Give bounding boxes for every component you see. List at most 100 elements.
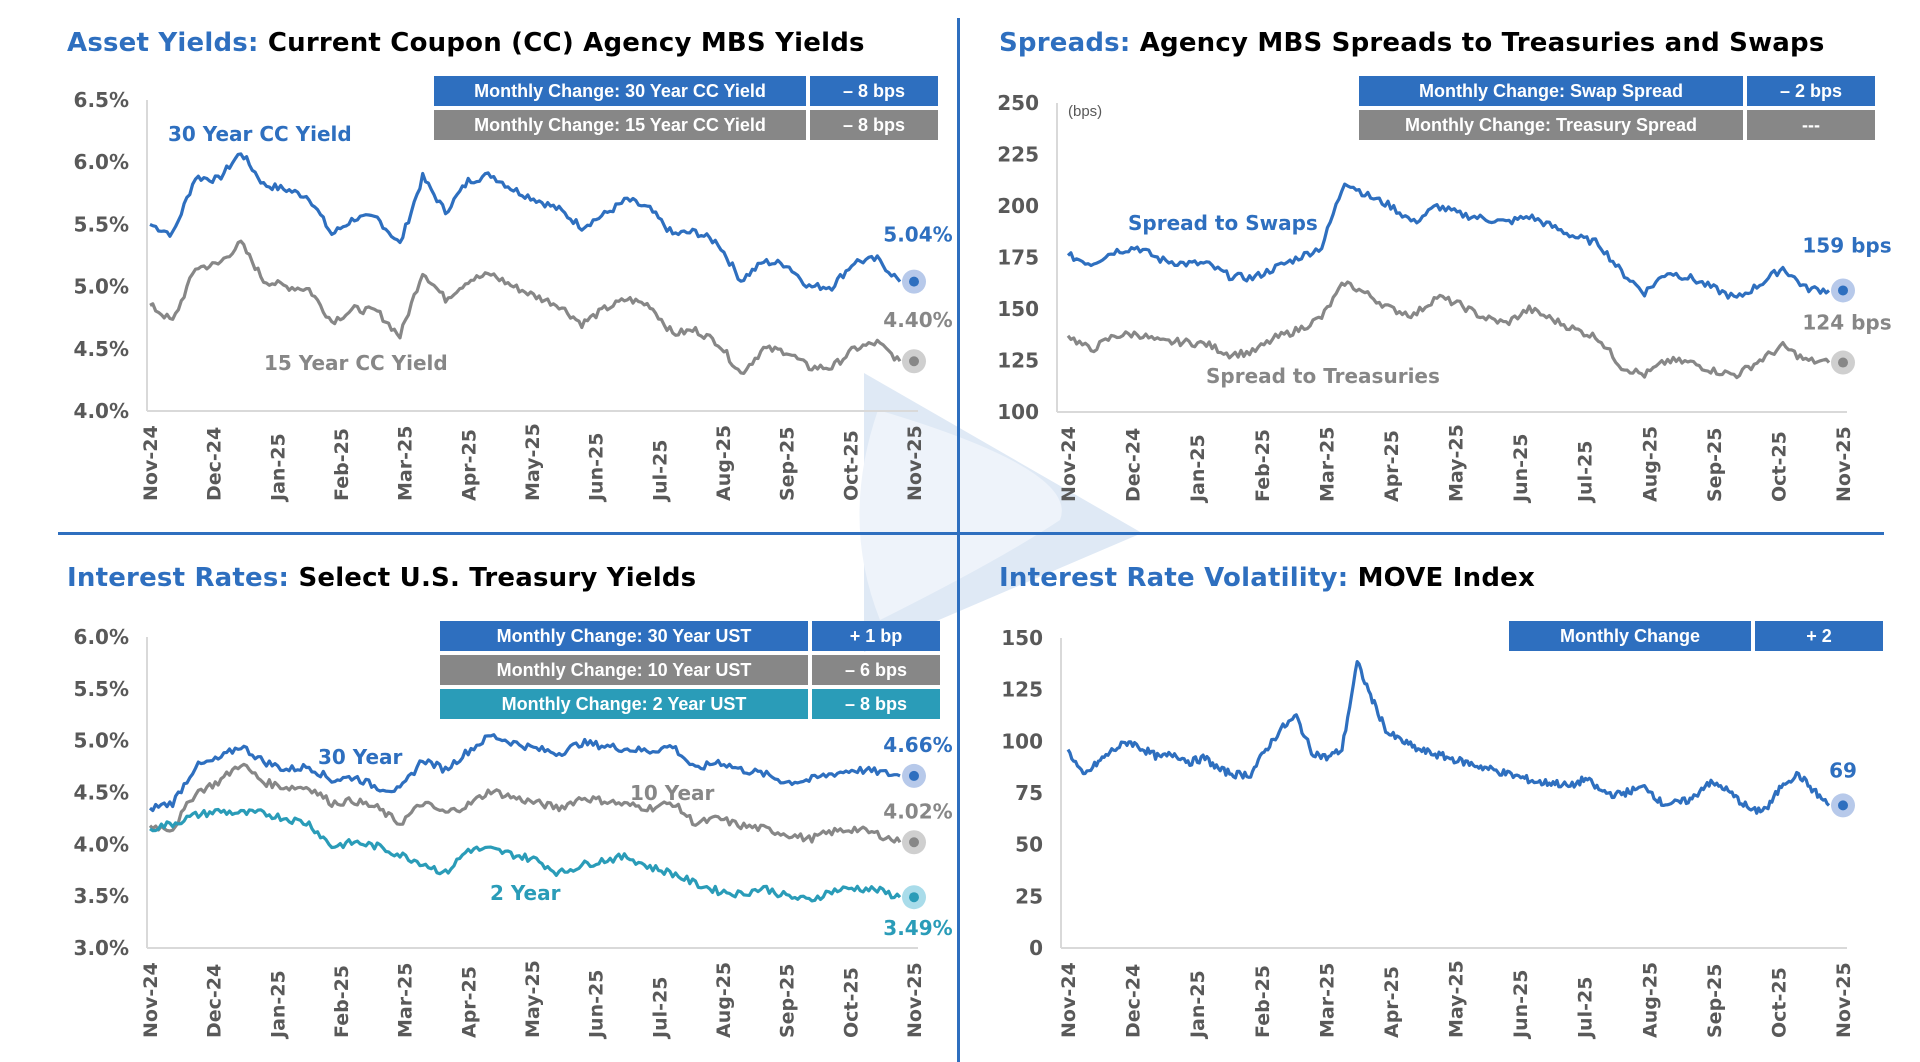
end-point-marker [909, 837, 919, 848]
series-line-30-year-cc-yield [149, 152, 902, 292]
change-label: Monthly Change: Treasury Spread [1359, 110, 1743, 140]
change-label: Monthly Change: 10 Year UST [440, 655, 808, 685]
x-tick-label: Nov-25 [1833, 426, 1855, 502]
series-label: Spread to Swaps [1128, 211, 1318, 235]
x-tick-label: Dec-24 [1123, 428, 1145, 502]
y-tick-label: 4.0% [74, 399, 129, 423]
x-tick-label: Jun-25 [1510, 970, 1532, 1040]
y-tick-label: 5.0% [74, 729, 129, 753]
end-value-label: 5.04% [883, 223, 952, 247]
y-tick-label: 6.5% [74, 88, 129, 112]
y-tick-label: 100 [1001, 729, 1043, 753]
x-tick-label: Jul-25 [1575, 441, 1597, 504]
x-tick-label: Sep-25 [1704, 428, 1726, 503]
spreads-title: Spreads: Agency MBS Spreads to Treasurie… [999, 28, 1825, 58]
x-tick-label: May-25 [522, 960, 544, 1038]
change-label: Monthly Change: Swap Spread [1359, 76, 1743, 106]
y-tick-label: 5.5% [74, 677, 129, 701]
x-tick-label: Mar-25 [1316, 963, 1338, 1038]
x-tick-label: Nov-25 [1833, 962, 1855, 1038]
change-value: – 2 bps [1747, 76, 1875, 106]
series-line-move-index [1066, 659, 1831, 815]
y-tick-label: 3.5% [74, 884, 129, 908]
x-tick-label: Mar-25 [395, 963, 417, 1038]
y-tick-label: 5.5% [74, 212, 129, 236]
series-label: 15 Year CC Yield [264, 351, 448, 375]
y-tick-label: 0 [1029, 936, 1043, 960]
x-tick-label: Jan-25 [1187, 970, 1209, 1040]
table-row: Monthly Change: 15 Year CC Yield – 8 bps [434, 110, 938, 140]
change-value: – 6 bps [812, 655, 940, 685]
x-tick-label: Nov-24 [1058, 426, 1080, 502]
x-tick-label: Jul-25 [1575, 977, 1597, 1040]
series-label: 2 Year [490, 881, 561, 905]
title-accent: Spreads: [999, 28, 1131, 58]
horizontal-divider [58, 532, 1884, 535]
table-row: Monthly Change: 30 Year UST + 1 bp [440, 621, 940, 651]
x-tick-label: Aug-25 [713, 962, 735, 1038]
x-tick-label: Oct-25 [840, 967, 862, 1038]
end-value-label: 4.40% [883, 308, 952, 332]
spreads-change-table: Monthly Change: Swap Spread – 2 bps Month… [1355, 72, 1879, 144]
x-tick-label: Feb-25 [331, 965, 353, 1038]
x-tick-label: Apr-25 [1381, 966, 1403, 1038]
x-tick-label: Dec-24 [204, 964, 226, 1038]
table-row: Monthly Change: 30 Year CC Yield – 8 bps [434, 76, 938, 106]
x-tick-label: Apr-25 [458, 429, 480, 501]
interest-rates-title: Interest Rates: Select U.S. Treasury Yie… [67, 563, 696, 593]
title-rest: MOVE Index [1357, 563, 1535, 593]
end-point-marker [1838, 285, 1848, 296]
x-tick-label: Nov-24 [140, 425, 162, 501]
y-tick-label: 150 [997, 297, 1039, 321]
x-tick-label: Jan-25 [267, 433, 289, 503]
y-tick-label: 4.5% [74, 781, 129, 805]
x-tick-label: Oct-25 [1768, 967, 1790, 1038]
x-tick-label: Jan-25 [267, 970, 289, 1040]
title-rest: Current Coupon (CC) Agency MBS Yields [267, 28, 865, 58]
y-tick-label: 3.0% [74, 936, 129, 960]
table-row: Monthly Change: Swap Spread – 2 bps [1359, 76, 1875, 106]
x-tick-label: Nov-25 [904, 425, 926, 501]
x-tick-label: Jun-25 [586, 970, 608, 1040]
y-tick-label: 4.5% [74, 337, 129, 361]
asset-yields-change-table: Monthly Change: 30 Year CC Yield – 8 bps … [430, 72, 942, 144]
change-value: – 8 bps [812, 689, 940, 719]
title-accent: Asset Yields: [67, 28, 259, 58]
x-tick-label: Feb-25 [331, 428, 353, 501]
change-value: – 8 bps [810, 110, 938, 140]
series-line-30-year [148, 733, 901, 813]
x-tick-label: Sep-25 [1704, 964, 1726, 1039]
title-accent: Interest Rate Volatility: [999, 563, 1349, 593]
x-tick-label: May-25 [1446, 960, 1468, 1038]
table-row: Monthly Change: 10 Year UST – 6 bps [440, 655, 940, 685]
x-tick-label: Sep-25 [777, 964, 799, 1039]
x-tick-label: Jun-25 [1510, 434, 1532, 504]
asset-yields-title: Asset Yields: Current Coupon (CC) Agency… [67, 28, 865, 58]
series-label: Spread to Treasuries [1206, 364, 1440, 388]
interest-rates-change-table: Monthly Change: 30 Year UST + 1 bp Monthl… [436, 617, 944, 723]
title-accent: Interest Rates: [67, 563, 290, 593]
x-tick-label: Jul-25 [649, 440, 671, 503]
change-value: --- [1747, 110, 1875, 140]
end-value-label: 124 bps [1802, 311, 1891, 335]
y-tick-label: 125 [997, 349, 1039, 373]
x-tick-label: Sep-25 [777, 427, 799, 502]
end-value-label: 159 bps [1802, 233, 1891, 257]
volatility-title: Interest Rate Volatility: MOVE Index [999, 563, 1535, 593]
x-tick-label: May-25 [1446, 424, 1468, 502]
y-tick-label: 6.0% [74, 150, 129, 174]
change-label: Monthly Change [1509, 621, 1751, 651]
end-value-label: 3.49% [883, 916, 952, 940]
series-line-spread-to-treasuries [1066, 280, 1831, 380]
y-tick-label: 100 [997, 400, 1039, 424]
y-tick-label: 6.0% [74, 625, 129, 649]
x-tick-label: Nov-24 [140, 962, 162, 1038]
y-tick-label: 50 [1015, 833, 1043, 857]
table-row: Monthly Change: Treasury Spread --- [1359, 110, 1875, 140]
series-line-15-year-cc-yield [149, 239, 902, 375]
y-tick-label: 200 [997, 194, 1039, 218]
end-point-marker [909, 356, 919, 367]
x-tick-label: Jun-25 [586, 433, 608, 503]
x-tick-label: Jul-25 [649, 977, 671, 1040]
x-tick-label: Aug-25 [1639, 426, 1661, 502]
